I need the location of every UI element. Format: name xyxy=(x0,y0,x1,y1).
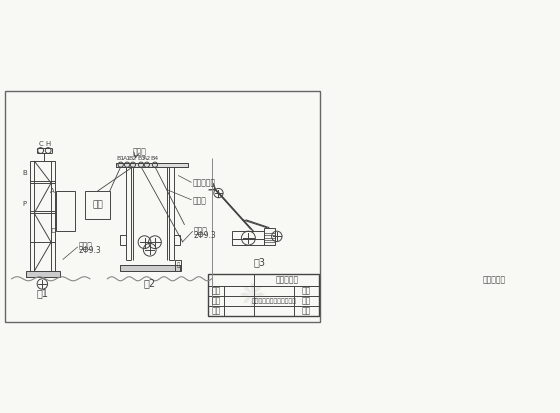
Polygon shape xyxy=(244,294,253,304)
Text: B2: B2 xyxy=(129,157,137,161)
Bar xyxy=(120,266,180,271)
Bar xyxy=(232,239,264,245)
Text: 图2: 图2 xyxy=(144,278,156,288)
Text: 观光塔工程: 观光塔工程 xyxy=(275,275,298,285)
Text: 编号: 编号 xyxy=(302,286,311,295)
Bar xyxy=(264,228,274,245)
Polygon shape xyxy=(240,292,253,297)
Bar xyxy=(26,271,60,277)
Text: H: H xyxy=(45,140,51,147)
Text: 2Φ9.3: 2Φ9.3 xyxy=(194,231,217,240)
Text: 图3: 图3 xyxy=(254,257,266,268)
Text: B4: B4 xyxy=(151,157,159,161)
Text: 审核: 审核 xyxy=(211,306,221,316)
Bar xyxy=(232,230,264,239)
Polygon shape xyxy=(250,282,255,294)
Bar xyxy=(116,163,188,167)
Text: 主: 主 xyxy=(176,263,180,268)
Polygon shape xyxy=(244,285,253,294)
Bar xyxy=(175,260,181,271)
Text: B1: B1 xyxy=(116,157,125,161)
Text: D: D xyxy=(50,228,55,234)
Bar xyxy=(120,235,126,245)
Text: 对重架: 对重架 xyxy=(193,196,207,205)
Text: A1: A1 xyxy=(123,157,131,161)
Text: 吊框: 吊框 xyxy=(92,201,103,209)
Text: C: C xyxy=(38,140,43,147)
Bar xyxy=(57,191,75,230)
Text: 提升钢丝绳: 提升钢丝绳 xyxy=(193,178,216,188)
Text: 观光塔工程: 观光塔工程 xyxy=(483,275,506,285)
Polygon shape xyxy=(253,294,262,304)
Text: 缆风绳: 缆风绳 xyxy=(78,242,92,251)
Bar xyxy=(85,191,110,219)
Polygon shape xyxy=(250,294,255,307)
Polygon shape xyxy=(253,292,265,297)
Text: A: A xyxy=(50,188,55,194)
Text: B: B xyxy=(22,170,27,176)
Text: P: P xyxy=(22,202,27,207)
Text: 钢棒提升机安装施工示意图: 钢棒提升机安装施工示意图 xyxy=(251,298,296,304)
Polygon shape xyxy=(253,285,262,294)
Bar xyxy=(208,274,319,316)
Text: B3: B3 xyxy=(137,157,145,161)
Text: 图号: 图号 xyxy=(302,296,311,305)
Text: 制图: 制图 xyxy=(211,296,221,305)
Bar xyxy=(174,235,180,245)
Text: 2Φ9.3: 2Φ9.3 xyxy=(78,246,101,255)
Text: 图1: 图1 xyxy=(36,288,49,298)
Text: 日制: 日制 xyxy=(302,306,311,316)
Text: 设计: 设计 xyxy=(211,286,221,295)
Text: A2: A2 xyxy=(143,157,151,161)
Text: 顶滑轮: 顶滑轮 xyxy=(132,148,146,157)
Text: 缆风绳: 缆风绳 xyxy=(194,226,208,235)
